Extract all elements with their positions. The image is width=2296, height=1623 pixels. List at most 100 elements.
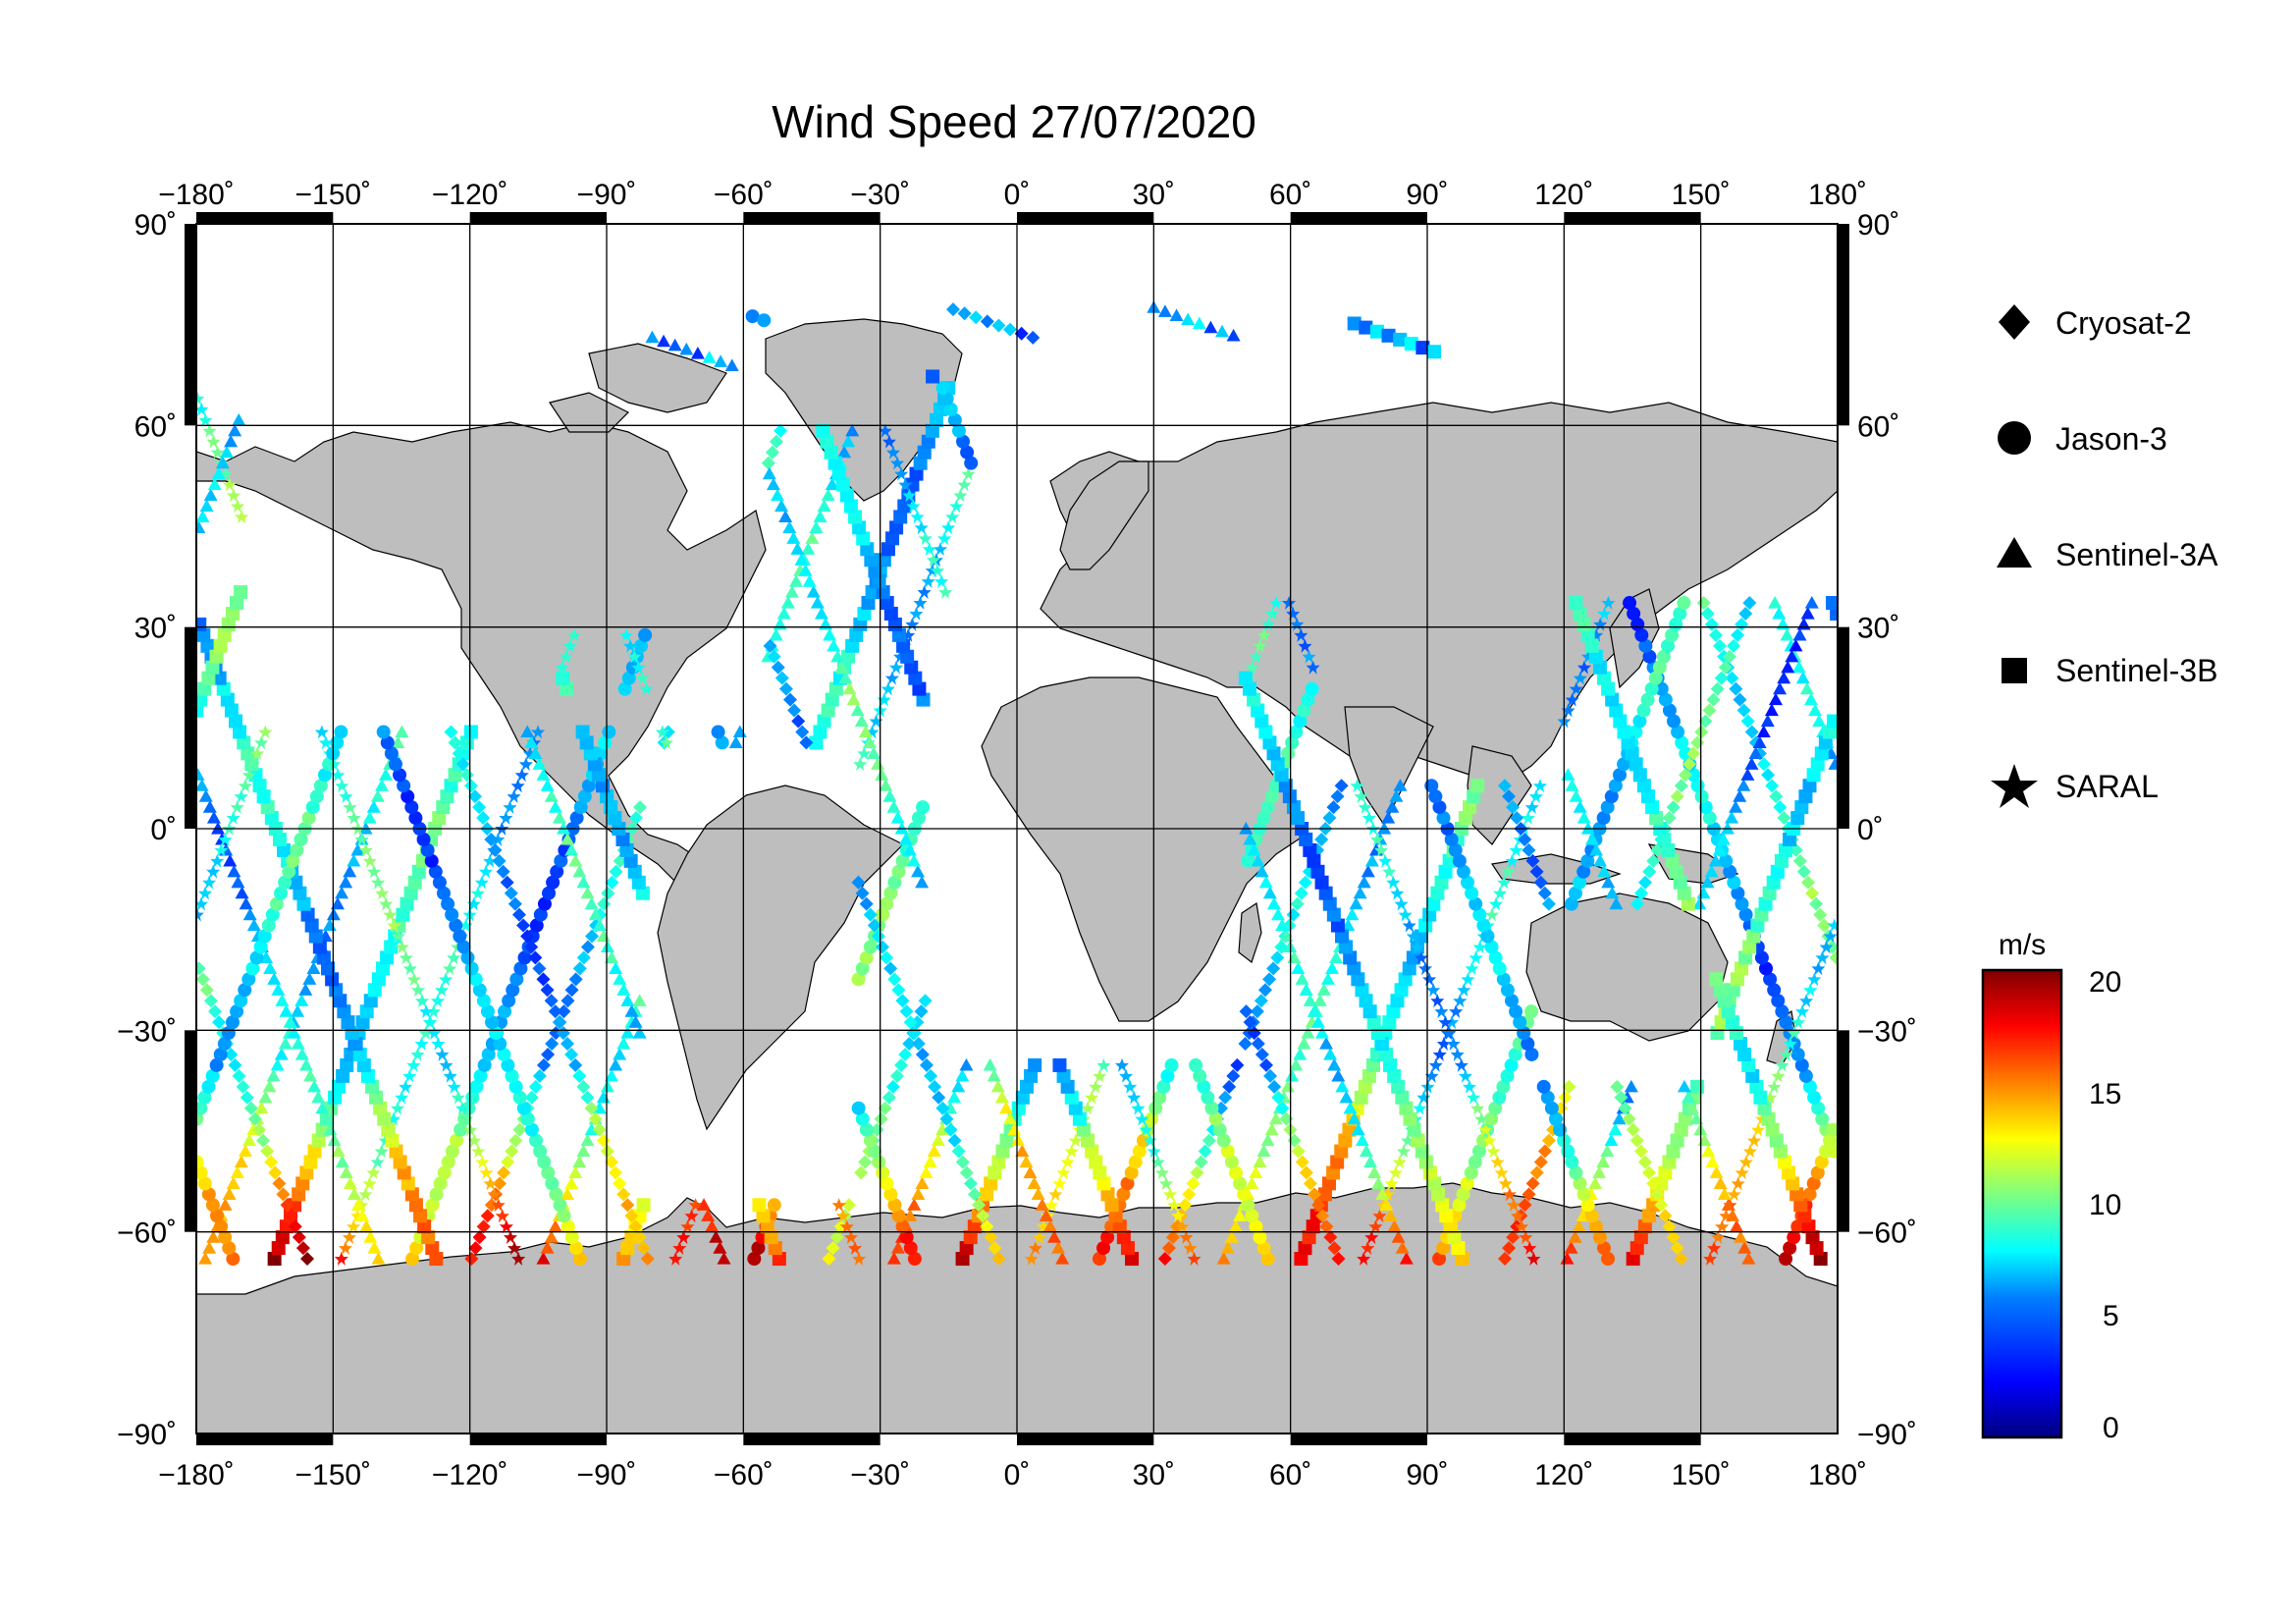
track-point <box>1032 1230 1046 1245</box>
track-point <box>909 606 924 621</box>
track-point <box>1777 671 1791 684</box>
track-point <box>906 499 921 514</box>
track-point <box>1268 1111 1283 1125</box>
track-point <box>1576 811 1591 824</box>
track-point <box>1426 896 1441 911</box>
track-point <box>234 1155 248 1168</box>
track-point <box>212 1015 227 1030</box>
track-point <box>1119 1068 1134 1083</box>
track-point <box>369 1090 384 1105</box>
track-point <box>1011 1133 1026 1147</box>
track-point <box>1564 1241 1578 1254</box>
track-point <box>1388 1165 1403 1180</box>
track-point <box>1443 1219 1458 1234</box>
track-point <box>1731 886 1745 900</box>
track-point <box>805 531 820 544</box>
track-point <box>508 1079 523 1094</box>
track-point <box>1289 1057 1304 1071</box>
track-point <box>1228 1219 1243 1232</box>
track-point <box>1580 1198 1595 1213</box>
track-point <box>1015 1144 1030 1158</box>
track-point <box>1334 779 1349 793</box>
track-point <box>1498 1176 1513 1191</box>
track-point <box>1092 1252 1106 1267</box>
track-point <box>1470 1101 1485 1115</box>
track-point <box>1395 1241 1410 1254</box>
track-point <box>430 994 445 1008</box>
track-point <box>1424 779 1439 793</box>
track-point <box>1325 961 1340 974</box>
track-point <box>218 466 233 481</box>
track-point <box>1216 1133 1231 1148</box>
track-point <box>1733 789 1747 802</box>
colorbar: m/s 20 15 10 5 0 <box>1981 929 2121 1444</box>
track-point <box>1430 886 1445 900</box>
track-point <box>999 1133 1014 1148</box>
track-point <box>843 499 858 514</box>
track-point <box>1558 1090 1573 1105</box>
border-bar-bottom <box>743 1434 881 1445</box>
track-point <box>1460 1176 1474 1191</box>
track-point <box>1052 1176 1067 1191</box>
track-point <box>1215 324 1229 338</box>
track-point <box>887 972 902 987</box>
track-point <box>311 1090 326 1104</box>
track-point <box>1654 681 1669 696</box>
track-point <box>1719 1209 1734 1223</box>
track-point <box>588 907 603 921</box>
track-point <box>1702 811 1717 826</box>
track-point <box>1707 1241 1722 1256</box>
track-point <box>1758 896 1773 911</box>
track-point <box>548 1004 562 1019</box>
track-point <box>350 1209 365 1223</box>
track-point <box>835 477 850 492</box>
track-point <box>247 1111 262 1126</box>
track-point <box>984 1176 998 1191</box>
track-point <box>931 1133 945 1147</box>
track-point <box>277 842 292 857</box>
track-point <box>1310 1015 1325 1028</box>
track-point <box>1682 1090 1696 1104</box>
track-point <box>816 423 830 438</box>
track-point <box>898 1047 913 1061</box>
track-point <box>1439 1209 1454 1223</box>
track-point <box>399 1079 413 1094</box>
track-point <box>1262 972 1277 987</box>
track-point <box>1596 811 1611 826</box>
track-point <box>1260 1252 1275 1267</box>
track-point <box>270 1057 285 1071</box>
track-point <box>561 832 575 845</box>
track-point <box>209 1057 224 1072</box>
track-point <box>1705 1155 1720 1168</box>
border-bar-left <box>185 626 196 829</box>
track-point <box>855 886 870 900</box>
track-point <box>1243 832 1257 845</box>
track-point <box>900 649 915 664</box>
track-point <box>1204 1101 1219 1115</box>
track-point <box>1239 822 1254 835</box>
track-point <box>196 768 205 781</box>
track-point <box>861 596 876 611</box>
track-point <box>883 961 898 976</box>
track-point <box>1624 1079 1638 1093</box>
track-point <box>1500 983 1515 998</box>
track-point <box>206 434 221 449</box>
track-point <box>1156 1079 1171 1094</box>
track-point <box>1750 918 1765 933</box>
track-point <box>420 842 435 857</box>
track-point <box>549 1187 563 1202</box>
lon-tick-label-bottom: 90˚ <box>1406 1459 1448 1491</box>
track-point <box>1666 800 1681 815</box>
track-point <box>1442 1026 1457 1041</box>
track-point <box>1604 1133 1619 1147</box>
track-point <box>1518 1198 1532 1213</box>
track-point <box>475 1155 490 1169</box>
track-point <box>1472 907 1487 922</box>
track-point <box>1658 692 1673 707</box>
track-point <box>1588 1219 1603 1234</box>
track-point <box>1381 811 1396 824</box>
track-point <box>1362 1004 1377 1019</box>
track-point <box>1399 1252 1414 1265</box>
track-point <box>728 735 743 748</box>
track-point <box>354 832 369 846</box>
